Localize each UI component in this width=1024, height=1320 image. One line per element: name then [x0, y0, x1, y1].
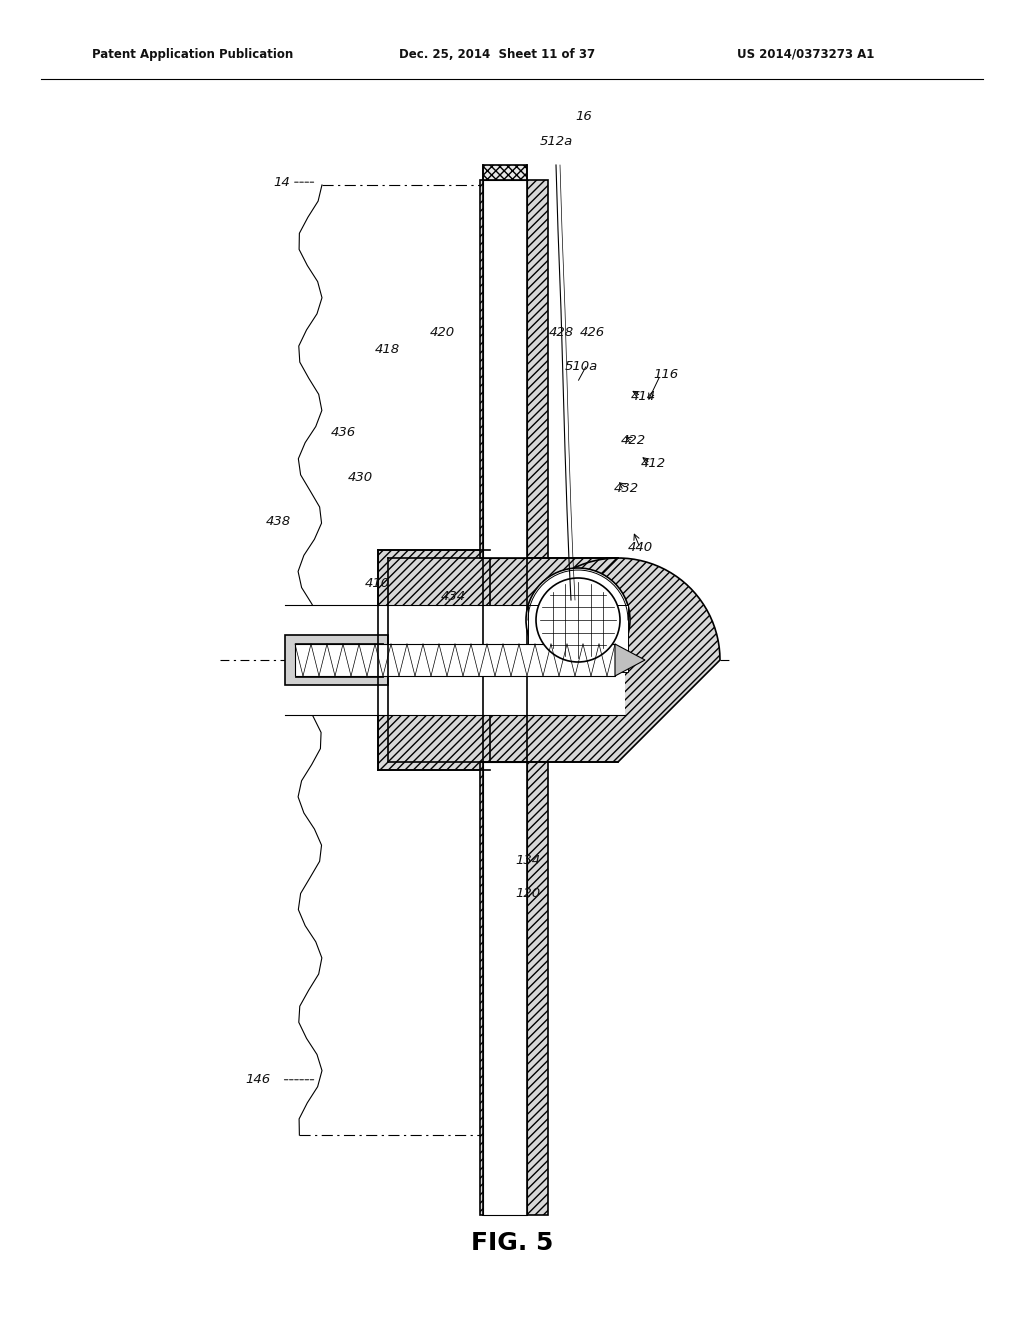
Text: 436: 436 [331, 426, 355, 440]
Text: 116: 116 [653, 368, 678, 381]
Polygon shape [615, 644, 645, 676]
Text: 510a: 510a [565, 360, 598, 374]
Polygon shape [483, 762, 527, 1214]
Text: 412: 412 [641, 457, 666, 470]
Polygon shape [483, 165, 527, 1214]
Polygon shape [528, 605, 628, 672]
Polygon shape [378, 550, 490, 770]
Text: 434: 434 [441, 590, 466, 603]
Text: 428: 428 [549, 326, 573, 339]
Text: 432: 432 [614, 482, 639, 495]
Text: 422: 422 [621, 434, 645, 447]
Polygon shape [388, 558, 720, 762]
Polygon shape [480, 762, 548, 1214]
Text: 146: 146 [246, 1073, 270, 1086]
Text: Patent Application Publication: Patent Application Publication [92, 48, 294, 61]
Polygon shape [285, 605, 625, 715]
Text: Dec. 25, 2014  Sheet 11 of 37: Dec. 25, 2014 Sheet 11 of 37 [399, 48, 596, 61]
Polygon shape [480, 180, 548, 558]
Text: 414: 414 [631, 389, 655, 403]
Text: US 2014/0373273 A1: US 2014/0373273 A1 [737, 48, 874, 61]
Text: 418: 418 [375, 343, 399, 356]
Text: 120: 120 [516, 887, 541, 900]
Text: 438: 438 [266, 515, 291, 528]
Text: 430: 430 [348, 471, 373, 484]
Text: 426: 426 [580, 326, 604, 339]
Text: 410: 410 [365, 577, 389, 590]
Text: 512a: 512a [540, 135, 572, 148]
Text: 134: 134 [516, 854, 541, 867]
Text: 440: 440 [628, 541, 652, 554]
Text: 16: 16 [575, 110, 592, 123]
Text: FIG. 5: FIG. 5 [471, 1232, 553, 1255]
Polygon shape [483, 180, 527, 558]
Polygon shape [295, 644, 615, 676]
Circle shape [526, 568, 630, 672]
Text: 14: 14 [273, 176, 290, 189]
Polygon shape [285, 635, 388, 685]
Text: 420: 420 [430, 326, 455, 339]
Circle shape [536, 578, 620, 663]
